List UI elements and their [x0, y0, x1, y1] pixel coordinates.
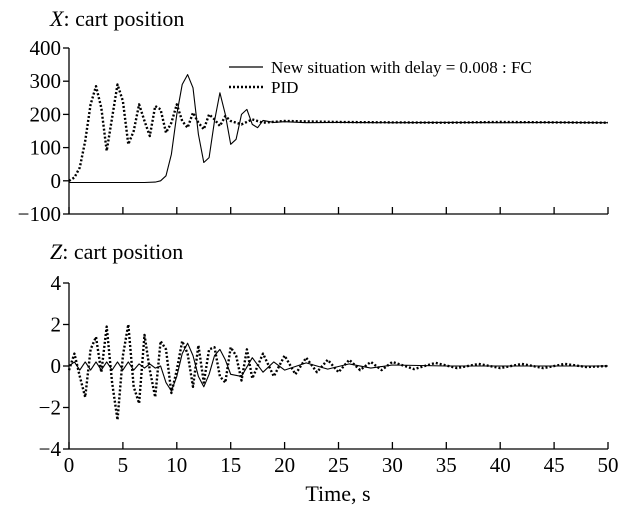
- panel-x-series-pid: [68, 83, 609, 182]
- x-tick-label: 0: [64, 453, 75, 477]
- x-tick-label: 50: [598, 453, 619, 477]
- legend-label-fc: New situation with delay = 0.008 : FC: [271, 58, 532, 77]
- legend-label-pid: PID: [271, 78, 298, 97]
- x-axis-title: Time, s: [305, 481, 370, 506]
- x-tick-label: 10: [166, 453, 187, 477]
- x-tick-label: 15: [220, 453, 241, 477]
- panel-z-y-tick-label: 2: [51, 313, 62, 337]
- panel-z-y-tick-label: 4: [51, 271, 62, 295]
- panel-z-x-ticks: 0 5 10 15 20 25 30 35 40 45 50: [64, 442, 619, 477]
- panel-x-y-tick-label: 100: [30, 136, 62, 160]
- panel-x-y-ticks: −100 0 100 200 300 400: [18, 36, 69, 226]
- legend: New situation with delay = 0.008 : FC PI…: [229, 58, 532, 97]
- panel-x-y-tick-label: 400: [30, 36, 62, 60]
- x-tick-label: 25: [328, 453, 349, 477]
- x-tick-label: 35: [436, 453, 457, 477]
- x-tick-label: 40: [490, 453, 511, 477]
- panel-x-x-ticks: [68, 207, 609, 214]
- panel-z-y-tick-label: −4: [39, 437, 62, 461]
- panel-x-title: X: cart position: [49, 6, 184, 31]
- panel-z-axes: −4 −2 0 2 4 0 5 10 15 20 25 30 35 40 45 50: [39, 271, 619, 477]
- panel-z-title: Z: cart position: [50, 239, 183, 264]
- panel-x-series: [68, 74, 609, 184]
- x-tick-label: 20: [274, 453, 295, 477]
- panel-z-y-tick-label: −2: [39, 396, 61, 420]
- panel-x-series-fc: [69, 74, 609, 184]
- panel-z-series-fc: [68, 342, 608, 392]
- panel-x-axes: −100 0 100 200 300 400: [18, 36, 609, 226]
- panel-x-y-tick-label: −100: [18, 202, 61, 226]
- x-tick-label: 5: [118, 453, 129, 477]
- panel-x-y-tick-label: 300: [30, 69, 62, 93]
- x-tick-label: 45: [544, 453, 565, 477]
- x-tick-label: 30: [382, 453, 403, 477]
- panel-z-y-tick-label: 0: [51, 354, 62, 378]
- panel-z-y-ticks: −4 −2 0 2 4: [39, 271, 69, 461]
- panel-x-y-tick-label: 200: [30, 102, 62, 126]
- panel-x-y-tick-label: 0: [51, 169, 62, 193]
- panel-z-series-pid: [67, 323, 609, 422]
- panel-z-series: [67, 323, 609, 422]
